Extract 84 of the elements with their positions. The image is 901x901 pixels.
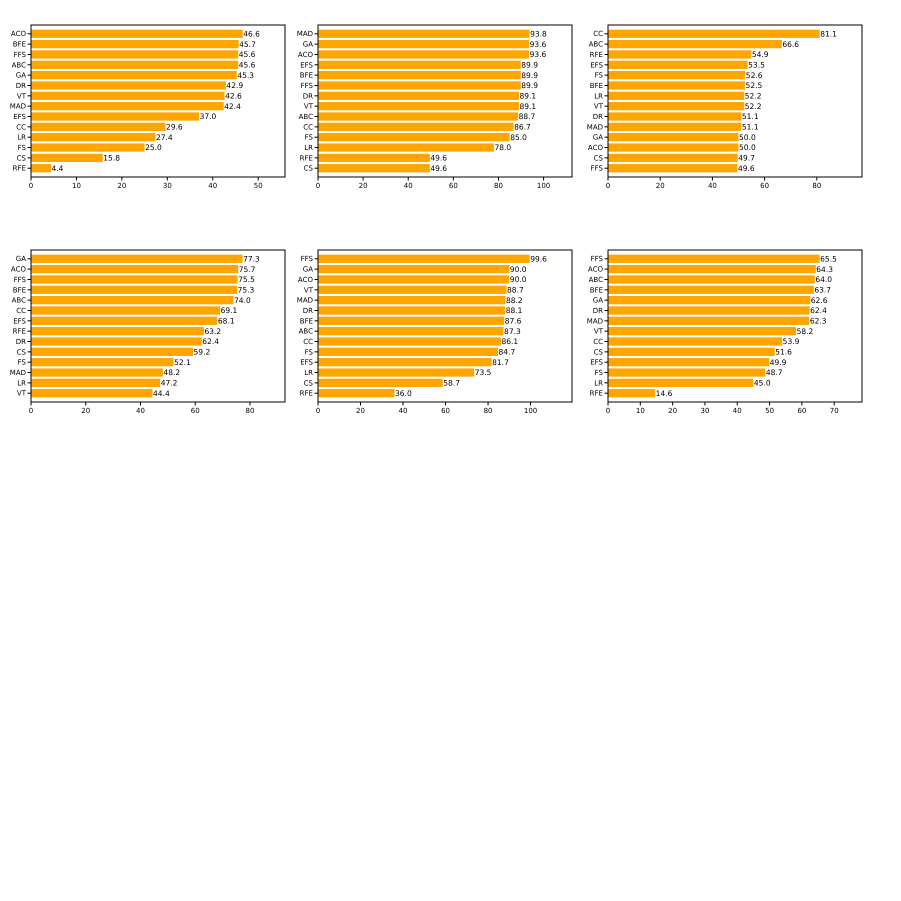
bar — [318, 275, 510, 284]
bar — [318, 254, 530, 263]
bar — [318, 92, 519, 100]
bar — [318, 389, 395, 398]
bar — [608, 316, 810, 325]
bar — [608, 71, 746, 80]
bar — [608, 378, 754, 388]
bar — [608, 50, 752, 59]
bar — [608, 143, 739, 152]
bar — [608, 264, 816, 274]
bar — [31, 389, 153, 398]
bar — [318, 71, 521, 80]
bar — [31, 378, 160, 388]
bar — [31, 348, 194, 356]
bar — [608, 327, 796, 336]
bar — [608, 254, 820, 263]
bar — [318, 164, 430, 172]
bar — [608, 122, 742, 131]
bar — [31, 296, 234, 304]
bar — [318, 60, 521, 69]
bar — [31, 275, 238, 284]
bar — [318, 368, 474, 377]
bar — [318, 122, 514, 131]
bar — [31, 368, 163, 377]
bar — [608, 92, 744, 100]
bar — [608, 286, 814, 294]
bar — [31, 92, 225, 100]
bar — [318, 348, 498, 356]
bar — [31, 358, 174, 366]
bar — [318, 378, 443, 388]
bar — [608, 40, 782, 48]
bar — [31, 81, 226, 90]
bar — [318, 112, 518, 121]
bar — [31, 316, 218, 325]
bar — [608, 389, 656, 398]
bar — [318, 306, 506, 315]
bar — [31, 286, 238, 294]
bar — [608, 306, 810, 315]
bar — [318, 143, 494, 152]
bar — [318, 30, 530, 38]
bar — [608, 358, 770, 366]
bar — [608, 348, 775, 356]
bar — [608, 275, 815, 284]
bar — [31, 122, 166, 131]
bar — [318, 40, 530, 48]
bar — [608, 154, 738, 162]
bar — [608, 60, 748, 69]
bar — [31, 337, 202, 346]
bar — [608, 368, 766, 377]
bar — [318, 102, 519, 110]
bar — [318, 154, 430, 162]
bar — [318, 337, 502, 346]
bar — [31, 143, 145, 152]
bar — [608, 30, 820, 38]
bar — [31, 164, 51, 172]
bar — [31, 102, 224, 110]
bar — [31, 327, 204, 336]
bar — [31, 40, 239, 48]
bar — [31, 30, 243, 38]
bar — [318, 264, 510, 274]
bar — [31, 264, 238, 274]
bar — [608, 296, 810, 304]
bar — [31, 254, 243, 263]
bar — [608, 81, 746, 90]
bar — [31, 154, 103, 162]
bar — [31, 306, 220, 315]
bar — [31, 60, 238, 69]
bar — [318, 327, 504, 336]
bar — [31, 133, 156, 142]
bar — [31, 50, 238, 59]
bar — [31, 112, 200, 121]
bar — [318, 316, 504, 325]
bar — [318, 133, 510, 142]
bar — [608, 164, 738, 172]
bar — [608, 133, 739, 142]
bar — [31, 71, 237, 80]
bar — [318, 358, 492, 366]
bar — [608, 112, 742, 121]
bar — [318, 296, 506, 304]
bar — [318, 50, 530, 59]
bar — [608, 102, 744, 110]
bar — [318, 81, 521, 90]
bar — [608, 337, 782, 346]
bar — [318, 286, 507, 294]
